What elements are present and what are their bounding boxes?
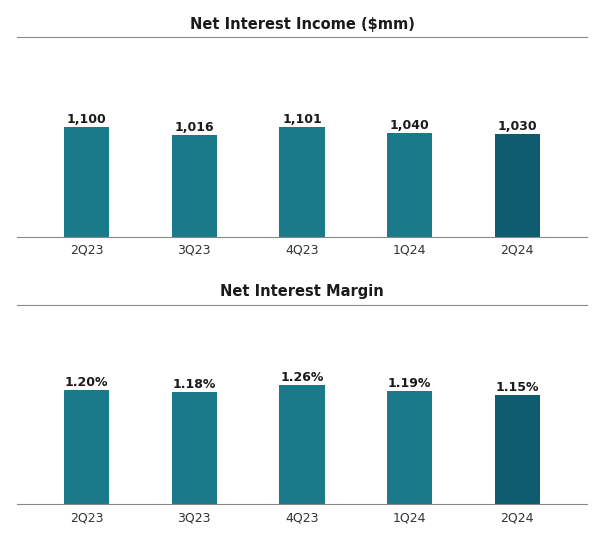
- Text: 1.19%: 1.19%: [388, 377, 431, 390]
- Text: 1.20%: 1.20%: [65, 377, 108, 390]
- Bar: [64, 127, 109, 236]
- Title: Net Interest Income ($mm): Net Interest Income ($mm): [190, 17, 414, 32]
- Text: 1,040: 1,040: [390, 119, 429, 132]
- Text: 1.18%: 1.18%: [173, 378, 216, 391]
- Bar: [280, 127, 324, 236]
- Bar: [387, 391, 432, 504]
- Bar: [280, 385, 324, 504]
- Bar: [64, 390, 109, 504]
- Bar: [172, 135, 217, 236]
- Text: 1.26%: 1.26%: [280, 371, 324, 384]
- Text: 1,030: 1,030: [498, 120, 537, 133]
- Bar: [495, 134, 540, 236]
- Bar: [172, 392, 217, 504]
- Text: 1,101: 1,101: [282, 113, 322, 126]
- Text: 1,016: 1,016: [175, 121, 214, 134]
- Text: 1,100: 1,100: [67, 113, 106, 126]
- Title: Net Interest Margin: Net Interest Margin: [220, 285, 384, 299]
- Bar: [387, 133, 432, 236]
- Bar: [495, 395, 540, 504]
- Text: 1.15%: 1.15%: [496, 381, 539, 394]
